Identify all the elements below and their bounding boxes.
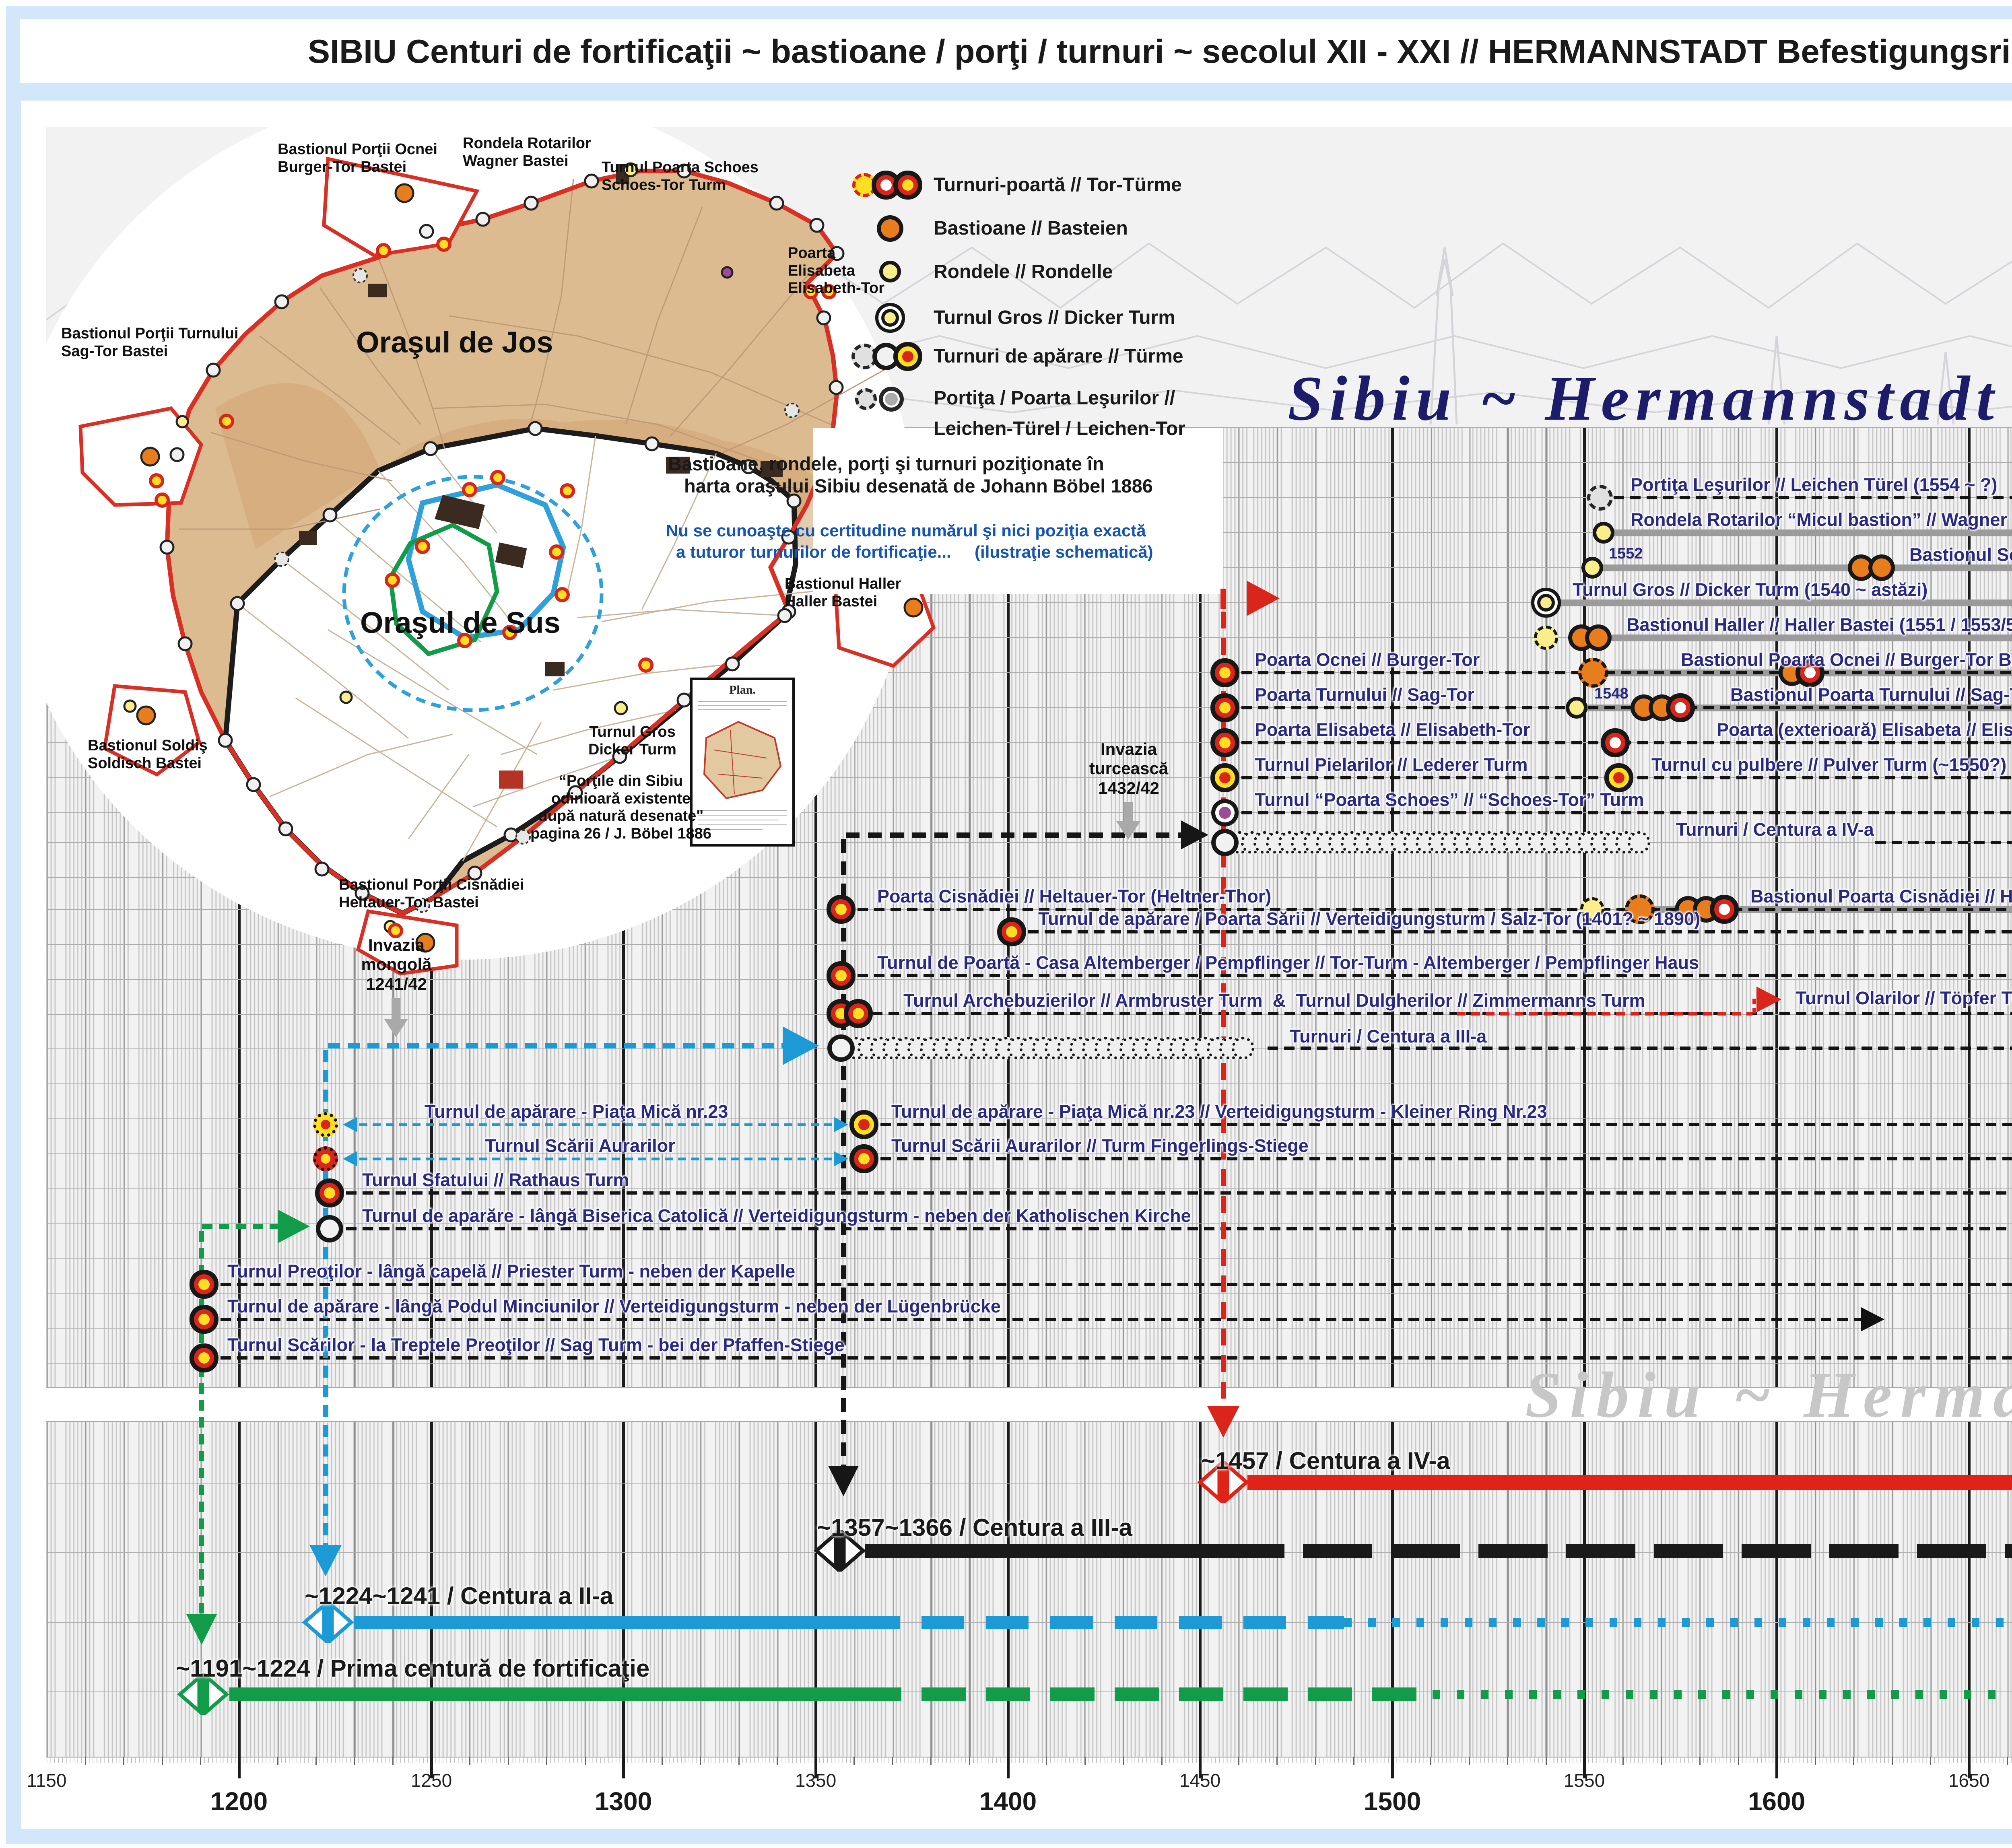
svg-text:Plan.: Plan. (729, 683, 756, 696)
